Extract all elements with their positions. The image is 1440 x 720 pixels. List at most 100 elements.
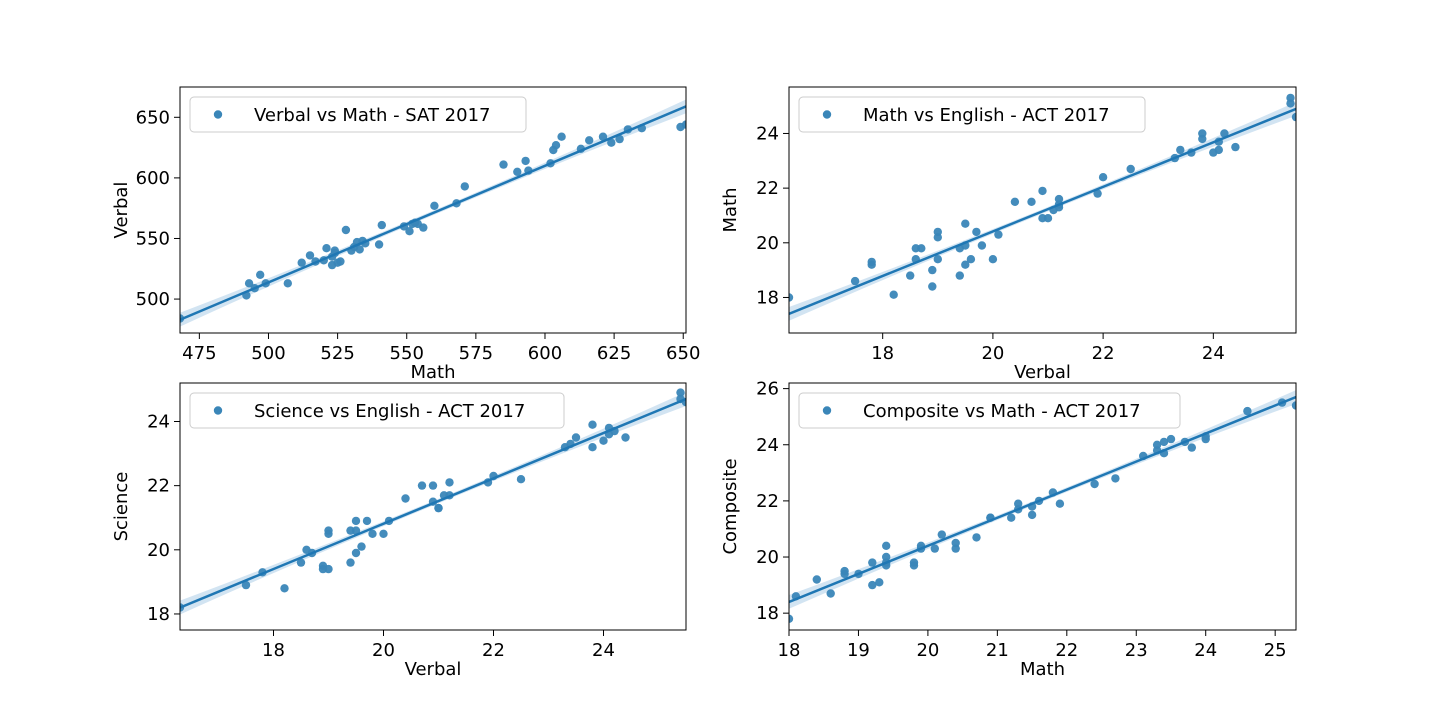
data-point: [599, 436, 608, 445]
x-tick-label: 20: [372, 640, 395, 661]
regression-line: [789, 395, 1296, 604]
x-tick-label: 21: [986, 640, 1009, 661]
y-tick-label: 22: [147, 476, 170, 497]
x-axis-label: Math: [410, 362, 455, 383]
axes-frame: [788, 382, 1297, 631]
data-point: [324, 526, 333, 535]
data-point: [930, 544, 939, 553]
data-point: [1243, 406, 1252, 416]
data-point: [1214, 145, 1224, 155]
data-point: [1038, 186, 1047, 196]
data-point: [966, 255, 976, 264]
data-point: [362, 516, 372, 526]
data-point: [588, 420, 597, 429]
x-tick-label: 22: [1092, 343, 1115, 364]
data-point: [1027, 197, 1036, 206]
data-point: [1090, 479, 1099, 489]
data-point: [1291, 401, 1296, 410]
data-point: [521, 156, 530, 166]
data-point: [961, 260, 970, 269]
x-tick-label: 20: [981, 343, 1004, 364]
y-axis-label: Math: [720, 187, 741, 232]
data-point: [955, 271, 964, 280]
x-tick-label: 25: [1264, 640, 1287, 661]
chart-math-vs-english-act: 18 20 22 24 18 20 22 24 Verbal Math Math vs Englis…: [720, 86, 1297, 383]
data-point: [434, 503, 443, 513]
data-point: [1159, 437, 1169, 447]
data-point: [937, 530, 946, 539]
x-tick-label: 575: [459, 343, 493, 364]
data-point: [419, 223, 428, 232]
data-point: [401, 494, 410, 503]
regression-line: [180, 397, 686, 609]
x-tick-label: 24: [1202, 343, 1225, 364]
data-point: [1098, 173, 1108, 182]
chart-verbal-vs-math-sat: 475 500 525 550 575 600 625 650 500 550 600 650 Math…: [111, 86, 700, 383]
data-point: [1286, 99, 1295, 108]
data-point: [283, 279, 292, 288]
data-point: [1027, 510, 1037, 520]
data-point: [867, 257, 876, 267]
data-point: [1043, 214, 1053, 223]
data-point: [933, 255, 942, 264]
y-tick-label: 18: [756, 287, 779, 308]
x-tick-label: 19: [847, 640, 870, 661]
x-tick-label: 22: [1055, 640, 1078, 661]
data-point: [341, 225, 351, 235]
x-tick-label: 600: [528, 343, 562, 364]
data-point: [1014, 499, 1023, 508]
data-point: [607, 138, 616, 147]
y-tick-label: 22: [756, 491, 779, 512]
x-axis-label: Verbal: [1014, 362, 1071, 383]
data-point: [351, 516, 361, 526]
y-tick-label: 22: [756, 178, 779, 199]
legend-box: [798, 392, 1181, 429]
x-tick-label: 650: [666, 343, 700, 364]
x-tick-label: 22: [482, 640, 505, 661]
y-tick-label: 26: [756, 379, 779, 400]
data-point: [1126, 164, 1135, 174]
data-point: [357, 542, 366, 551]
data-point: [928, 282, 937, 291]
data-point: [1152, 440, 1162, 449]
chart-composite-vs-math-act: 18 19 20 21 22 23 24 25 18 20 22 24 26 Math Composite C…: [720, 379, 1297, 680]
regression-line: [180, 105, 686, 321]
data-point: [826, 589, 835, 598]
data-point: [428, 481, 438, 490]
data-point: [1111, 474, 1120, 483]
data-point: [812, 575, 821, 584]
data-point: [972, 533, 981, 542]
data-point: [499, 160, 508, 169]
data-point: [336, 257, 345, 266]
chart-science-vs-english-act: 18 20 22 24 18 20 22 24 Verbal Science Science vs …: [111, 382, 687, 680]
x-tick-label: 18: [871, 343, 894, 364]
data-point: [379, 529, 388, 538]
y-tick-label: 650: [136, 107, 170, 128]
y-axis-label: Science: [111, 472, 132, 542]
data-point: [445, 478, 454, 487]
y-tick-label: 500: [136, 289, 170, 310]
data-point: [280, 584, 289, 593]
data-point: [840, 566, 849, 576]
regression-line: [789, 107, 1296, 316]
data-point: [988, 255, 998, 264]
y-tick-label: 24: [756, 435, 779, 456]
x-tick-label: 23: [1125, 640, 1148, 661]
data-point: [889, 290, 898, 299]
y-tick-label: 18: [147, 604, 170, 625]
data-point: [977, 241, 987, 250]
data-point: [928, 265, 937, 275]
data-point: [557, 132, 566, 141]
axes-frame: [179, 382, 687, 631]
data-point: [585, 136, 594, 145]
chart-legend-label: Composite vs Math - ACT 2017: [863, 401, 1141, 422]
data-point: [933, 227, 942, 237]
data-point: [244, 279, 254, 288]
data-point: [588, 443, 597, 452]
data-point: [377, 220, 386, 230]
x-tick-label: 18: [262, 640, 285, 661]
data-point: [789, 293, 794, 302]
x-tick-label: 24: [592, 640, 615, 661]
data-point: [917, 244, 926, 253]
